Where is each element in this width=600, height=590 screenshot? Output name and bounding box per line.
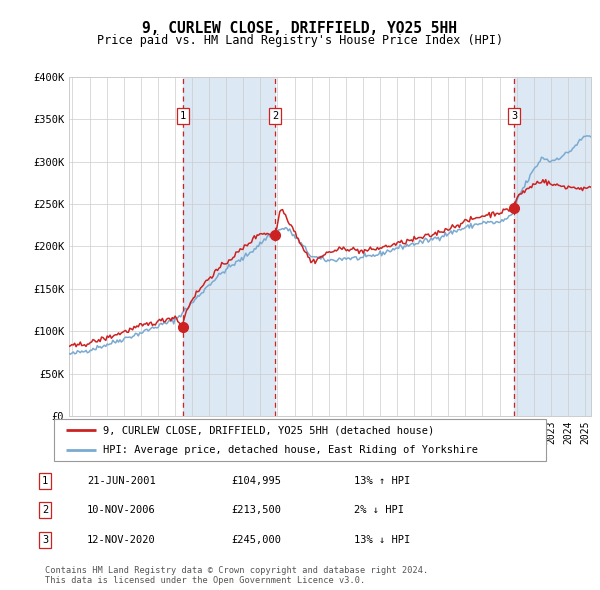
Text: 3: 3 (42, 535, 48, 545)
Bar (514, 77, 593, 416)
Text: £213,500: £213,500 (231, 506, 281, 515)
Text: 21-JUN-2001: 21-JUN-2001 (87, 476, 156, 486)
Text: £245,000: £245,000 (231, 535, 281, 545)
Text: 9, CURLEW CLOSE, DRIFFIELD, YO25 5HH: 9, CURLEW CLOSE, DRIFFIELD, YO25 5HH (143, 21, 458, 35)
Text: 9, CURLEW CLOSE, DRIFFIELD, YO25 5HH (detached house): 9, CURLEW CLOSE, DRIFFIELD, YO25 5HH (de… (103, 425, 434, 435)
Text: 13% ↑ HPI: 13% ↑ HPI (354, 476, 410, 486)
FancyBboxPatch shape (54, 419, 546, 461)
Text: 1: 1 (180, 111, 186, 121)
Text: £104,995: £104,995 (231, 476, 281, 486)
Text: 13% ↓ HPI: 13% ↓ HPI (354, 535, 410, 545)
Text: 2: 2 (272, 111, 278, 121)
Text: HPI: Average price, detached house, East Riding of Yorkshire: HPI: Average price, detached house, East… (103, 445, 478, 455)
Text: 2: 2 (42, 506, 48, 515)
Text: Contains HM Land Registry data © Crown copyright and database right 2024.
This d: Contains HM Land Registry data © Crown c… (45, 566, 428, 585)
Text: 12-NOV-2020: 12-NOV-2020 (87, 535, 156, 545)
Text: 1: 1 (42, 476, 48, 486)
Text: 10-NOV-2006: 10-NOV-2006 (87, 506, 156, 515)
Bar (183, 77, 275, 416)
Text: 3: 3 (511, 111, 518, 121)
Text: 2% ↓ HPI: 2% ↓ HPI (354, 506, 404, 515)
Text: Price paid vs. HM Land Registry's House Price Index (HPI): Price paid vs. HM Land Registry's House … (97, 34, 503, 47)
